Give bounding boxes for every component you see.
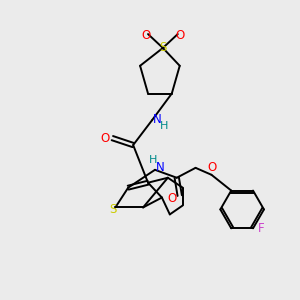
Text: F: F	[258, 222, 264, 235]
Text: O: O	[167, 192, 176, 205]
Text: H: H	[160, 121, 168, 131]
Text: H: H	[149, 155, 157, 165]
Text: S: S	[110, 203, 117, 216]
Text: O: O	[101, 132, 110, 145]
Text: O: O	[175, 28, 184, 42]
Text: O: O	[208, 161, 217, 174]
Text: N: N	[153, 113, 161, 126]
Text: N: N	[155, 161, 164, 174]
Text: O: O	[141, 28, 151, 42]
Text: S: S	[159, 41, 167, 55]
